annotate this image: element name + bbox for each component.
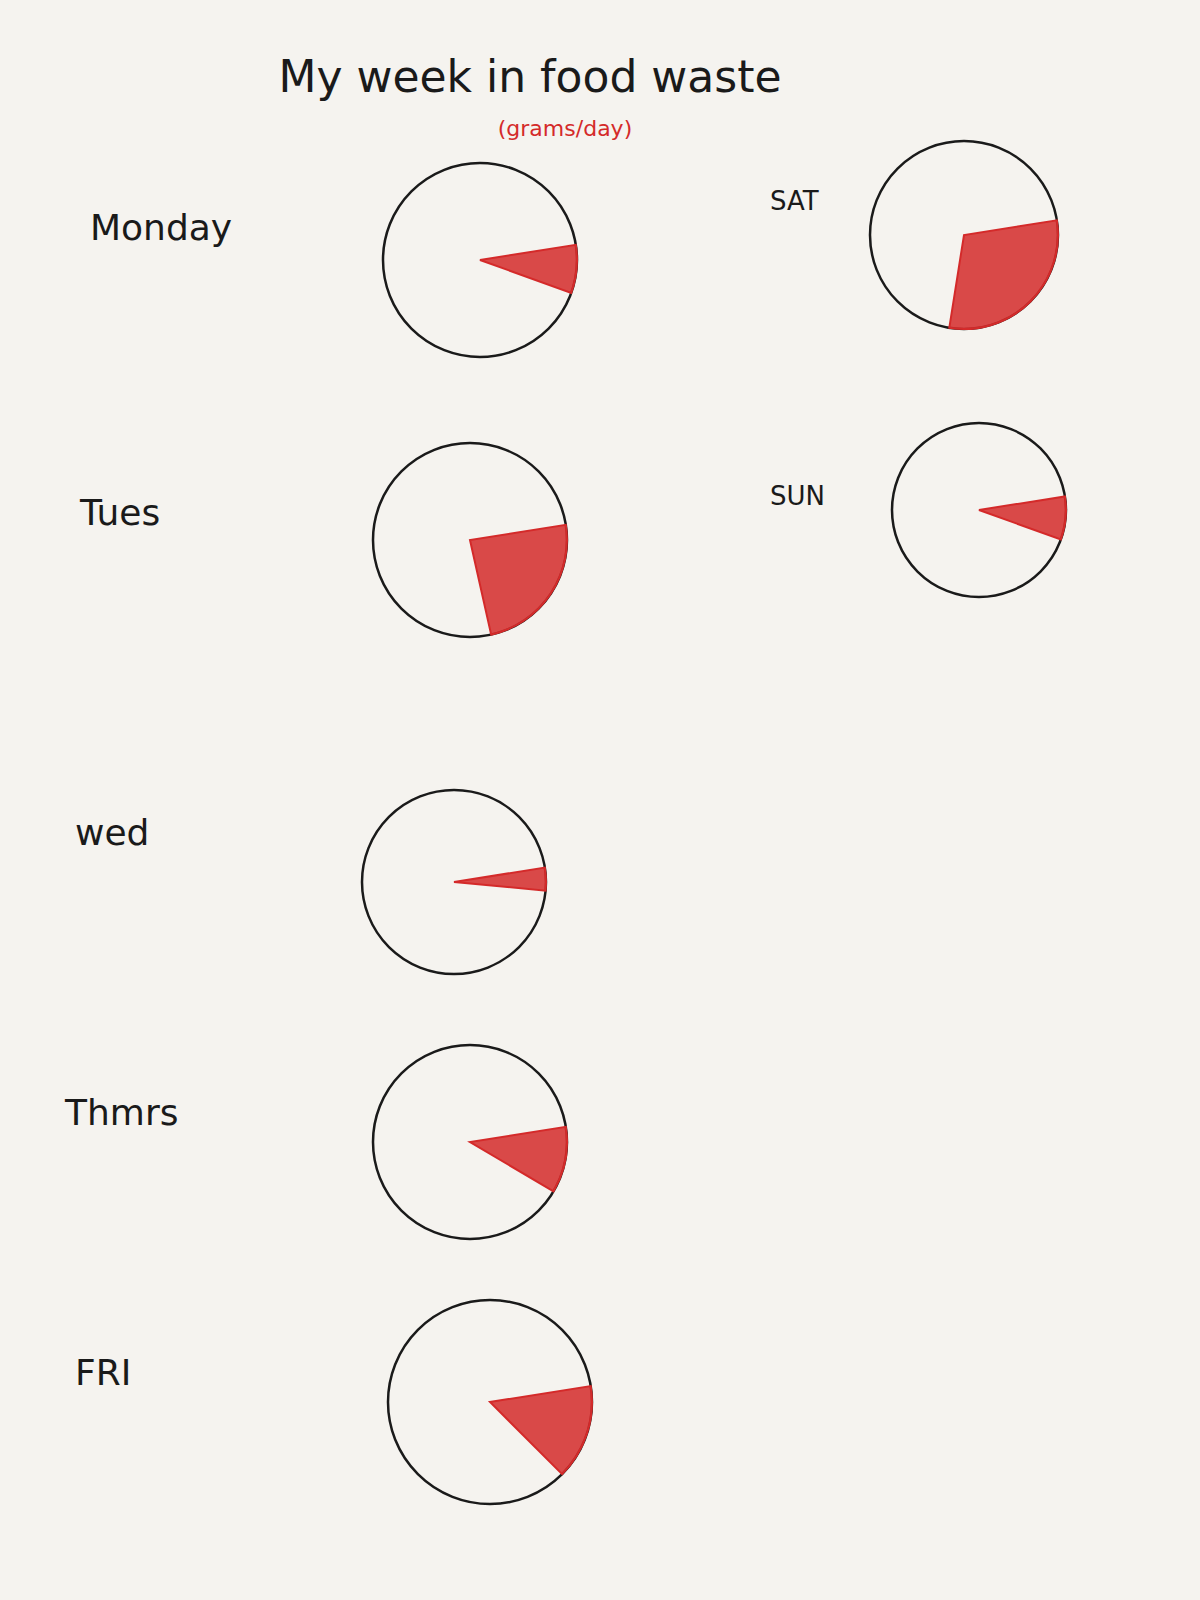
pie-group (362, 790, 546, 974)
day-label: Tues (79, 492, 160, 533)
day-label: wed (75, 812, 149, 853)
waste-slice (480, 245, 577, 293)
paper (0, 0, 1200, 1600)
pie-outline (373, 443, 567, 637)
pie-group (373, 443, 567, 637)
pie-outline (388, 1300, 592, 1504)
day-label: SUN (770, 481, 825, 511)
title: My week in food waste (278, 51, 781, 102)
day-label: FRI (75, 1352, 131, 1393)
waste-slice (979, 496, 1066, 539)
pie-outline (362, 790, 546, 974)
pie-outline (870, 141, 1058, 329)
pie-group (870, 141, 1058, 329)
pie-outline (892, 423, 1066, 597)
pie-group (388, 1300, 592, 1504)
waste-slice (490, 1386, 592, 1474)
pie-group (383, 163, 577, 357)
waste-slice (470, 525, 567, 635)
chart: My week in food waste (grams/day) Monday Tu… (0, 0, 1200, 1600)
pie-group (892, 423, 1066, 597)
day-label: Monday (90, 207, 232, 248)
waste-slice (454, 868, 546, 891)
pie-outline (373, 1045, 567, 1239)
pie-group (373, 1045, 567, 1239)
subtitle: (grams/day) (498, 116, 632, 141)
waste-slice (949, 220, 1058, 329)
day-label: Thmrs (64, 1092, 178, 1133)
waste-slice (470, 1127, 567, 1192)
pie-outline (383, 163, 577, 357)
day-label: SAT (770, 186, 819, 216)
